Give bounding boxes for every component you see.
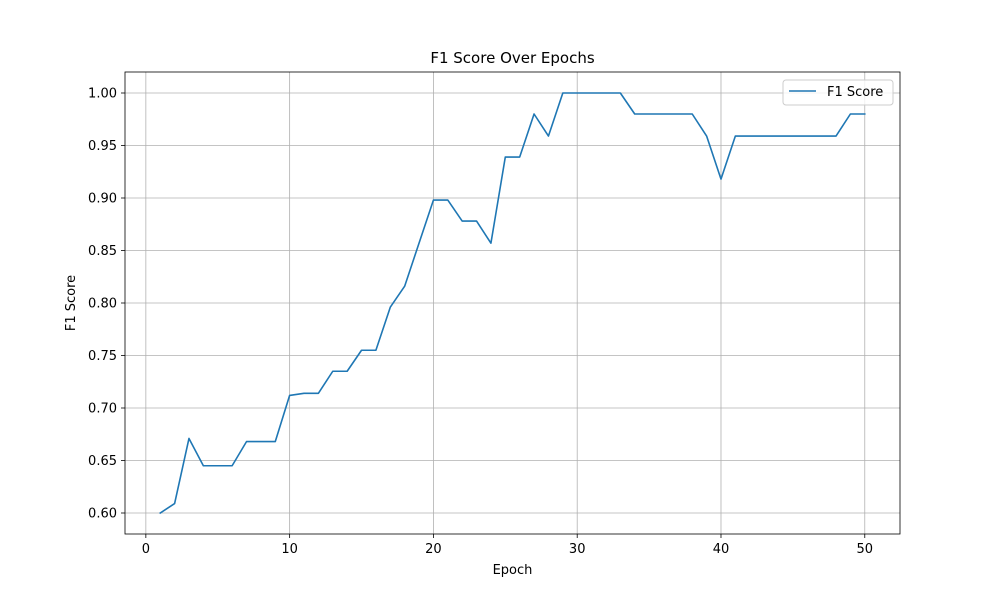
x-tick-label: 10	[281, 542, 298, 557]
y-tick-label: 0.80	[88, 297, 117, 312]
y-tick-label: 0.85	[88, 244, 117, 259]
y-axis-ticks: 0.60 0.65 0.70 0.75 0.80 0.85 0.90 0.95 1.00	[88, 87, 125, 522]
legend: F1 Score	[782, 79, 894, 106]
x-axis-ticks: 0 10 20 30 40 50	[142, 534, 873, 557]
series-layer	[159, 92, 866, 515]
series-line-f1-score	[159, 92, 866, 515]
y-tick-label: 0.75	[88, 349, 117, 364]
y-tick-label: 0.95	[88, 139, 117, 154]
y-tick-label: 0.65	[88, 454, 117, 469]
y-tick-label: 0.60	[88, 507, 117, 522]
x-tick-label: 30	[569, 542, 586, 557]
y-tick-label: 1.00	[88, 87, 117, 102]
y-tick-label: 0.70	[88, 402, 117, 417]
x-axis-label: Epoch	[493, 563, 533, 578]
x-tick-label: 20	[425, 542, 442, 557]
y-axis-label: F1 Score	[64, 275, 79, 331]
x-tick-label: 0	[142, 542, 150, 557]
grid-lines	[125, 72, 900, 534]
x-tick-label: 50	[856, 542, 873, 557]
legend-label-f1-score: F1 Score	[827, 85, 883, 100]
x-tick-label: 40	[713, 542, 730, 557]
y-tick-label: 0.90	[88, 192, 117, 207]
chart-title: F1 Score Over Epochs	[430, 49, 594, 67]
legend-box	[782, 79, 894, 106]
